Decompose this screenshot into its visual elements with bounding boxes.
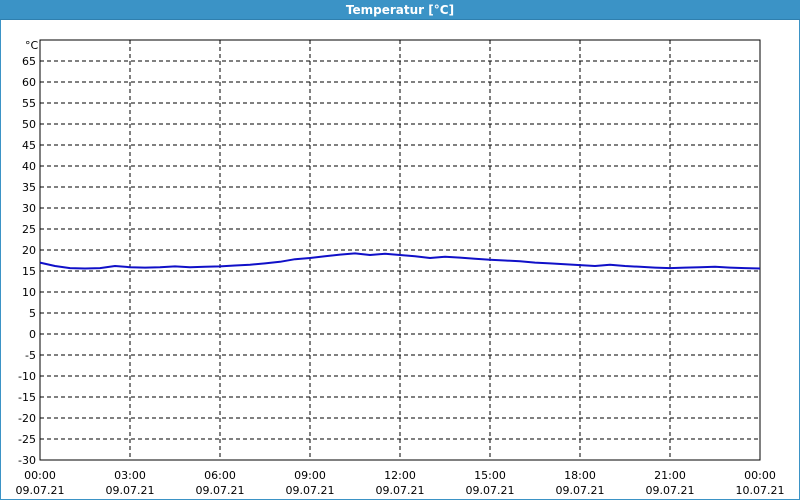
x-tick-time-label: 00:00 xyxy=(24,469,56,482)
chart-title: Temperatur [°C] xyxy=(0,0,800,20)
x-tick-date-label: 09.07.21 xyxy=(466,484,515,497)
x-tick-date-label: 09.07.21 xyxy=(556,484,605,497)
x-tick-date-label: 09.07.21 xyxy=(286,484,335,497)
y-tick-label: -15 xyxy=(18,391,36,404)
y-tick-label: 0 xyxy=(29,328,36,341)
x-tick-time-label: 15:00 xyxy=(474,469,506,482)
x-tick-date-label: 10.07.21 xyxy=(736,484,785,497)
x-tick-time-label: 06:00 xyxy=(204,469,236,482)
y-tick-label: 10 xyxy=(22,286,36,299)
y-tick-label: 25 xyxy=(22,223,36,236)
x-tick-labels: 00:00 09.07.21 03:00 09.07.21 06:00 09.07.21 0… xyxy=(16,469,785,497)
y-tick-label: -30 xyxy=(18,454,36,467)
y-tick-label: 50 xyxy=(22,118,36,131)
x-tick-time-label: 03:00 xyxy=(114,469,146,482)
y-tick-label: 30 xyxy=(22,202,36,215)
y-tick-label: 35 xyxy=(22,181,36,194)
y-axis-unit-label: °C xyxy=(25,39,39,52)
x-tick-date-label: 09.07.21 xyxy=(376,484,425,497)
y-tick-label: -5 xyxy=(25,349,36,362)
y-tick-label: 5 xyxy=(29,307,36,320)
y-tick-label: 40 xyxy=(22,160,36,173)
x-tick-time-label: 21:00 xyxy=(654,469,686,482)
y-tick-label: 60 xyxy=(22,76,36,89)
x-tick-time-label: 12:00 xyxy=(384,469,416,482)
y-tick-label: 45 xyxy=(22,139,36,152)
x-tick-date-label: 09.07.21 xyxy=(106,484,155,497)
x-tick-date-label: 09.07.21 xyxy=(196,484,245,497)
x-tick-time-label: 18:00 xyxy=(564,469,596,482)
y-tick-label: 20 xyxy=(22,244,36,257)
y-tick-label: 65 xyxy=(22,55,36,68)
y-tick-label: -20 xyxy=(18,412,36,425)
y-tick-label: -10 xyxy=(18,370,36,383)
series-line xyxy=(39,252,761,270)
y-tick-label: 55 xyxy=(22,97,36,110)
x-tick-time-label: 00:00 xyxy=(744,469,776,482)
y-tick-label: 15 xyxy=(22,265,36,278)
x-tick-date-label: 09.07.21 xyxy=(646,484,695,497)
y-tick-label: -25 xyxy=(18,433,36,446)
plot-area-border xyxy=(39,39,761,461)
y-tick-labels: 65605550454035302520151050-5-10-15-20-25… xyxy=(18,55,36,467)
grid-lines xyxy=(40,40,760,460)
x-tick-time-label: 09:00 xyxy=(294,469,326,482)
x-tick-date-label: 09.07.21 xyxy=(16,484,65,497)
series-layer xyxy=(39,252,761,270)
